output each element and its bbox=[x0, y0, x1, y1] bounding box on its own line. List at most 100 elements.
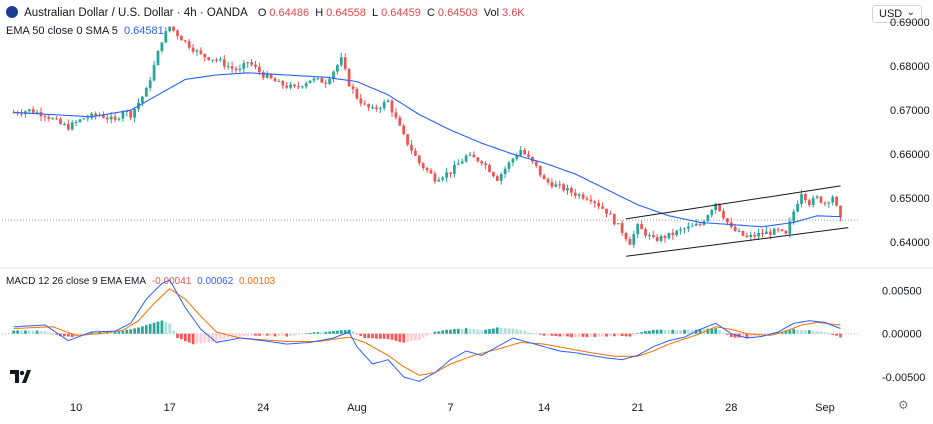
candle-body bbox=[105, 117, 109, 120]
candle-body bbox=[332, 71, 335, 80]
candle-body bbox=[129, 110, 133, 118]
candle-body bbox=[714, 203, 718, 211]
macd-histogram-bar bbox=[277, 333, 281, 336]
macd-histogram-bar bbox=[511, 328, 515, 334]
macd-histogram-bar bbox=[180, 333, 183, 340]
channel-upper-line bbox=[625, 185, 841, 220]
candle-body bbox=[207, 57, 211, 60]
candle-body bbox=[464, 155, 468, 162]
macd-histogram-bar bbox=[39, 331, 43, 334]
ema-50-line bbox=[13, 72, 841, 228]
candle-body bbox=[601, 206, 604, 209]
macd-histogram-bar bbox=[433, 331, 437, 334]
candle-body bbox=[663, 235, 667, 239]
macd-histogram-bar bbox=[636, 333, 640, 335]
candle-body bbox=[238, 68, 242, 71]
macd-histogram-bar bbox=[417, 333, 421, 340]
candle-body bbox=[320, 78, 324, 83]
macd-histogram-bar bbox=[663, 329, 667, 334]
macd-histogram-bar bbox=[519, 329, 523, 334]
candle-body bbox=[554, 184, 558, 187]
symbol-header: Australian Dollar / U.S. Dollar · 4h · O… bbox=[6, 6, 528, 19]
time-axis-tick-label: 14 bbox=[538, 402, 550, 414]
macd-histogram-bar bbox=[827, 333, 831, 334]
macd-histogram-bar bbox=[20, 330, 23, 334]
macd-histogram-bar bbox=[316, 332, 320, 334]
candle-body bbox=[815, 196, 819, 198]
candle-body bbox=[749, 234, 753, 237]
candle-body bbox=[628, 239, 632, 245]
candle-body bbox=[570, 187, 573, 193]
candle-body bbox=[768, 231, 772, 235]
time-axis-tick-label: 17 bbox=[164, 402, 176, 414]
macd-histogram-bar bbox=[726, 333, 729, 335]
macd-histogram-bar bbox=[671, 329, 675, 334]
candle-body bbox=[133, 108, 136, 118]
candle-body bbox=[819, 196, 823, 203]
candle-body bbox=[495, 176, 499, 181]
candle-body bbox=[765, 231, 768, 235]
candle-body bbox=[339, 57, 343, 66]
macd-histogram-bar bbox=[234, 333, 238, 338]
candle-body bbox=[382, 102, 386, 109]
macd-signal-line bbox=[13, 288, 841, 376]
candle-body bbox=[800, 193, 803, 204]
candle-body bbox=[234, 68, 238, 71]
macd-histogram-bar bbox=[70, 333, 74, 338]
macd-histogram-bar bbox=[308, 332, 312, 334]
symbol-title[interactable]: Australian Dollar / U.S. Dollar · 4h · O… bbox=[24, 7, 248, 19]
candle-body bbox=[690, 225, 694, 227]
macd-histogram-bar bbox=[273, 333, 277, 337]
candle-body bbox=[515, 155, 519, 159]
candle-body bbox=[180, 35, 183, 41]
macd-histogram-bar bbox=[429, 333, 433, 335]
candle-body bbox=[86, 117, 90, 119]
candle-body bbox=[281, 80, 285, 86]
currency-label: USD bbox=[879, 8, 903, 20]
candle-body bbox=[367, 104, 370, 108]
candle-body bbox=[581, 194, 585, 199]
macd-histogram-bar bbox=[499, 328, 503, 334]
currency-dropdown[interactable]: USD ⌄ bbox=[872, 5, 922, 23]
candle-body bbox=[425, 168, 429, 171]
macd-axis-tick-label: 0.00500 bbox=[882, 285, 922, 297]
macd-histogram-bar bbox=[12, 330, 16, 334]
candle-body bbox=[480, 161, 484, 164]
candle-body bbox=[534, 161, 538, 166]
candle-body bbox=[336, 65, 339, 72]
candle-body bbox=[476, 157, 480, 162]
candle-body bbox=[651, 235, 655, 238]
macd-indicator-legend[interactable]: MACD 12 26 close 9 EMA EMA -0.00041 0.00… bbox=[6, 276, 278, 287]
candle-body bbox=[558, 184, 562, 186]
candle-body bbox=[792, 211, 796, 222]
candle-body bbox=[597, 203, 601, 207]
candle-body bbox=[152, 65, 156, 81]
macd-histogram-bar bbox=[550, 333, 554, 336]
candle-body bbox=[117, 118, 121, 120]
candle-body bbox=[488, 164, 491, 173]
candle-body bbox=[831, 196, 835, 203]
macd-histogram-bar bbox=[823, 332, 827, 334]
open-value: 0.64486 bbox=[269, 7, 310, 19]
macd-histogram-bar bbox=[351, 331, 355, 334]
macd-histogram-bar bbox=[745, 333, 749, 339]
macd-histogram-bar bbox=[577, 333, 581, 337]
settings-gear-icon[interactable]: ⚙ bbox=[898, 398, 909, 412]
candle-body bbox=[20, 113, 23, 115]
macd-histogram-bar bbox=[546, 333, 550, 336]
macd-histogram-bar bbox=[226, 333, 230, 339]
candle-body bbox=[386, 100, 390, 103]
time-axis-tick-label: 24 bbox=[257, 402, 269, 414]
candle-body bbox=[242, 63, 246, 69]
ema-indicator-legend[interactable]: EMA 50 close 0 SMA 5 0.64581 bbox=[6, 25, 167, 37]
tradingview-logo[interactable] bbox=[10, 370, 32, 389]
candle-body bbox=[437, 179, 441, 182]
macd-histogram-bar bbox=[297, 333, 300, 335]
macd-histogram-bar bbox=[804, 330, 807, 334]
candle-body bbox=[620, 223, 624, 233]
candle-body bbox=[698, 223, 702, 225]
candle-body bbox=[398, 117, 402, 126]
macd-histogram-bar bbox=[172, 330, 175, 334]
macd-histogram-bar bbox=[258, 333, 261, 336]
